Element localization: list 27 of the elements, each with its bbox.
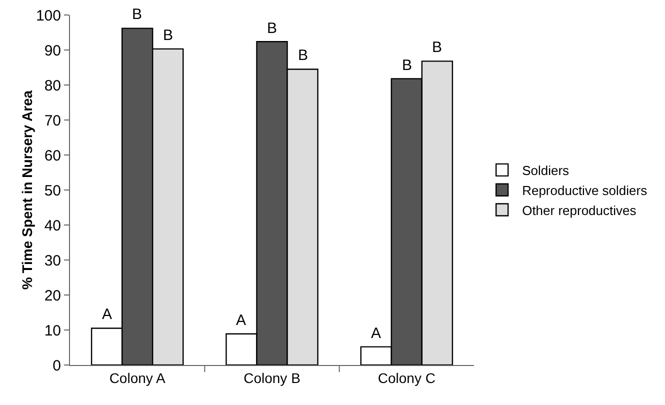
y-tick-label: 90 — [44, 42, 61, 60]
annotation: B — [132, 6, 142, 23]
y-tick-label: 60 — [44, 147, 61, 164]
y-tick-label: 50 — [44, 182, 61, 200]
y-tick-label: 40 — [44, 217, 61, 234]
annotation: B — [163, 27, 174, 44]
annotation: A — [102, 306, 112, 323]
annotation: B — [402, 57, 412, 74]
x-tick-label: Colony A — [109, 370, 166, 386]
annotation: B — [267, 20, 278, 37]
y-tick-label: 80 — [44, 77, 61, 94]
legend-label: Reproductive soldiers — [522, 182, 648, 198]
legend-label: Other reproductives — [522, 202, 637, 218]
y-tick-label: 20 — [44, 287, 61, 304]
annotation: B — [298, 47, 308, 64]
x-tick-label: Colony C — [378, 370, 436, 386]
y-tick-label: 10 — [44, 322, 61, 340]
x-tick-label: Colony B — [244, 370, 300, 386]
annotation: B — [432, 39, 442, 56]
y-axis-title: % Time Spent in Nursery Area — [19, 90, 35, 290]
y-tick-label: 0 — [52, 357, 61, 374]
y-tick-label: 70 — [44, 112, 61, 130]
legend-label: Soldiers — [522, 163, 570, 178]
y-tick-label: 100 — [36, 7, 61, 24]
y-tick-label: 30 — [44, 252, 61, 270]
annotation: A — [371, 325, 382, 342]
annotation: A — [236, 312, 246, 329]
